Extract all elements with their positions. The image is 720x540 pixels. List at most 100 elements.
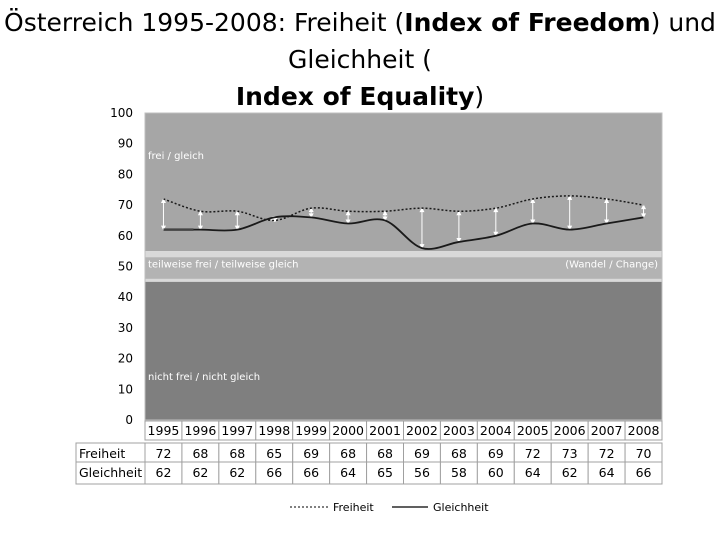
y-tick-label: 100 — [110, 106, 133, 120]
title-bold-1: Index of Freedom — [404, 8, 651, 37]
table-year-label: 2004 — [480, 423, 512, 438]
series-line-freiheit — [163, 195, 644, 222]
table-value-gleichheit: 65 — [377, 465, 393, 480]
change-arrow-head — [641, 204, 647, 210]
table-value-gleichheit: 66 — [303, 465, 319, 480]
change-arrow-head — [197, 210, 203, 216]
change-arrow-head — [419, 207, 425, 213]
change-arrow-head — [382, 216, 388, 222]
table-year-cell — [624, 420, 663, 441]
table-value-freiheit: 70 — [636, 446, 652, 461]
change-arrow-head — [493, 207, 499, 213]
y-tick-label: 0 — [125, 413, 133, 427]
table-year-label: 1999 — [295, 423, 327, 438]
change-arrow-head — [604, 197, 610, 203]
plot-frame — [144, 112, 663, 421]
table-year-label: 2000 — [332, 423, 364, 438]
change-arrow-head — [567, 194, 573, 200]
table-value-gleichheit: 66 — [636, 465, 652, 480]
table-value-gleichheit: 62 — [562, 465, 578, 480]
table-row-label-gleichheit: Gleichheit — [79, 465, 142, 480]
change-arrow-head — [419, 244, 425, 250]
table-value-gleichheit: 56 — [414, 465, 430, 480]
table-value-freiheit: 72 — [525, 446, 541, 461]
change-arrow-head — [160, 225, 166, 231]
title-bold-2: Index of Equality — [235, 82, 475, 111]
table-value-gleichheit: 58 — [451, 465, 467, 480]
zone-not-free-background — [145, 281, 662, 420]
change-arrow-head — [345, 210, 351, 216]
change-arrow-head — [308, 213, 314, 219]
table-value-freiheit: 72 — [599, 446, 615, 461]
table-value-gleichheit: 62 — [229, 465, 245, 480]
table-year-label: 1996 — [184, 423, 216, 438]
table-value-gleichheit: 62 — [156, 465, 172, 480]
change-arrow-head — [234, 225, 240, 231]
change-arrow-head — [234, 210, 240, 216]
table-year-label: 2007 — [591, 423, 623, 438]
table-value-freiheit: 69 — [303, 446, 319, 461]
table-year-label: 2006 — [554, 423, 586, 438]
change-arrow-head — [567, 225, 573, 231]
table-year-label: 2005 — [517, 423, 549, 438]
change-arrow-head — [456, 210, 462, 216]
y-tick-label: 10 — [118, 382, 133, 396]
table-value-freiheit: 69 — [414, 446, 430, 461]
title-part-3: ) — [474, 82, 485, 111]
table-value-freiheit: 65 — [266, 446, 282, 461]
table-value-gleichheit: 64 — [599, 465, 615, 480]
table-value-freiheit: 72 — [156, 446, 172, 461]
table-row-label-freiheit: Freiheit — [79, 446, 125, 461]
series-line-gleichheit — [163, 215, 644, 250]
change-arrow-head — [160, 197, 166, 203]
y-tick-label: 60 — [118, 229, 133, 243]
change-arrow-head — [197, 225, 203, 231]
y-tick-label: 80 — [118, 167, 133, 181]
table-year-label: 2002 — [406, 423, 438, 438]
legend-label-gleichheit: Gleichheit — [433, 501, 489, 514]
table-year-label: 2001 — [369, 423, 401, 438]
y-tick-label: 40 — [118, 290, 133, 304]
table-year-label: 1995 — [148, 423, 180, 438]
table-value-freiheit: 69 — [488, 446, 504, 461]
change-arrow-head — [308, 207, 314, 213]
change-arrow-head — [530, 197, 536, 203]
y-tick-label: 90 — [118, 137, 133, 151]
zone-label-free: frei / gleich — [148, 151, 204, 162]
table-value-gleichheit: 64 — [525, 465, 541, 480]
change-arrow-head — [345, 219, 351, 225]
title-part-1: Österreich 1995-2008: Freiheit ( — [4, 8, 405, 37]
y-tick-label: 30 — [118, 321, 133, 335]
zone-label-not-free: nicht frei / nicht gleich — [148, 372, 260, 383]
zone-free-background — [145, 113, 662, 252]
table-value-freiheit: 68 — [377, 446, 393, 461]
change-arrow-head — [382, 210, 388, 216]
zone-label-partly-free: teilweise frei / teilweise gleich — [148, 259, 299, 270]
change-arrow-head — [604, 219, 610, 225]
zone-partly-free-inner-band — [145, 257, 662, 279]
table-year-label: 2003 — [443, 423, 475, 438]
table-value-gleichheit: 64 — [340, 465, 356, 480]
change-arrow-head — [530, 219, 536, 225]
table-year-label: 1997 — [221, 423, 253, 438]
table-value-freiheit: 68 — [451, 446, 467, 461]
table-value-freiheit: 73 — [562, 446, 578, 461]
table-value-gleichheit: 66 — [266, 465, 282, 480]
y-tick-label: 20 — [118, 352, 133, 366]
table-value-cell — [624, 461, 663, 485]
y-tick-label: 50 — [118, 260, 133, 274]
legend-label-freiheit: Freiheit — [333, 501, 374, 514]
zone-label-change: (Wandel / Change) — [565, 259, 658, 270]
table-value-freiheit: 68 — [192, 446, 208, 461]
change-arrow-head — [493, 231, 499, 237]
title-part-2: ) und Gleichheit ( — [288, 8, 716, 74]
change-arrow-head — [641, 213, 647, 219]
change-arrow-head — [456, 237, 462, 243]
table-year-label: 1998 — [258, 423, 290, 438]
table-value-gleichheit: 62 — [192, 465, 208, 480]
table-year-label: 2008 — [628, 423, 660, 438]
y-tick-label: 70 — [118, 198, 133, 212]
table-value-freiheit: 68 — [229, 446, 245, 461]
chart-title: Österreich 1995-2008: Freiheit (Index of… — [0, 4, 720, 115]
